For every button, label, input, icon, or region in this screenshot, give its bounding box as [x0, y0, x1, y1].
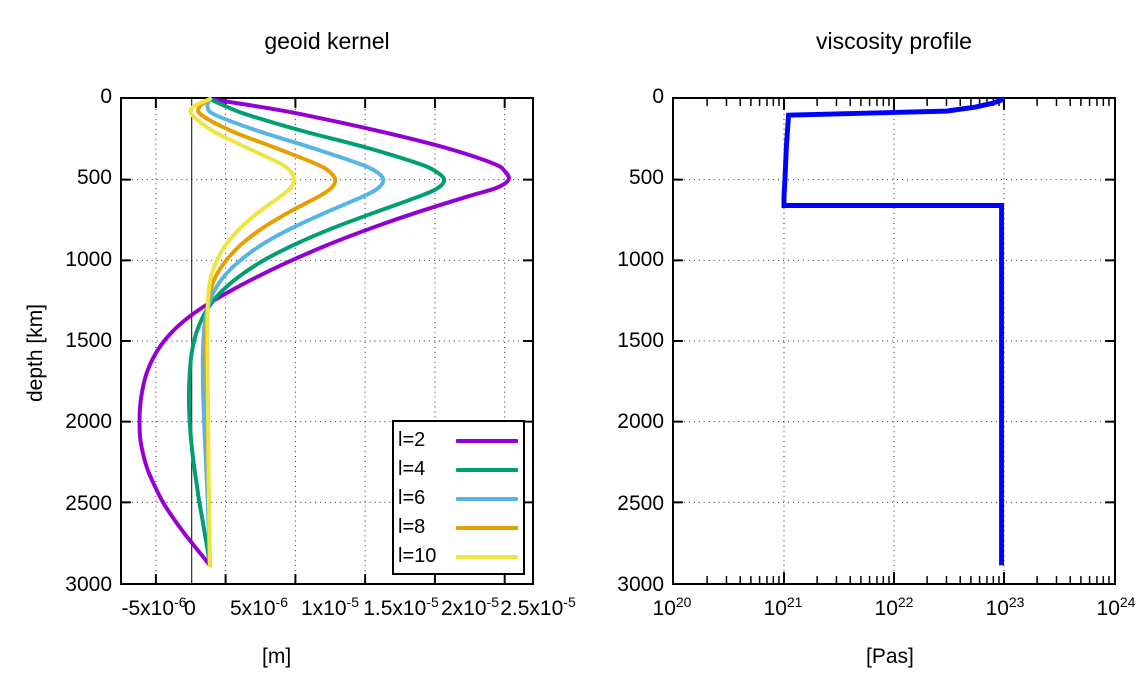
ytick-label-right-0: 0 [652, 85, 664, 108]
curve-l10 [188, 97, 297, 568]
viscosity-line [781, 96, 1005, 566]
legend-swatch-l2 [456, 438, 518, 443]
legend: l=2 l=4 l=6 l=8 l=10 [392, 420, 525, 575]
ytick-label-right-1000: 1000 [617, 248, 664, 271]
xtick-base: 2.5x10 [500, 597, 564, 620]
log-minor-tick-marks [706, 99, 1110, 583]
xtick-label-left-6: 2.5x10-5 [500, 594, 576, 621]
geoid-kernel-curves [137, 97, 511, 568]
viscosity-profile-plot-frame [672, 96, 1116, 585]
xtick-base: 2x10 [441, 597, 487, 620]
ytick-label-left-500: 500 [76, 166, 112, 189]
xtick-base: 10 [985, 597, 1009, 620]
legend-item-l6: l=6 [394, 484, 523, 513]
xtick-exp: -5 [426, 594, 439, 610]
xtick-label-left-5: 2x10-5 [441, 594, 499, 621]
legend-swatch-l10 [456, 554, 518, 559]
ytick-label-left-2000: 2000 [65, 410, 112, 433]
ytick-label-left-1000: 1000 [65, 248, 112, 271]
legend-label: l=2 [398, 429, 426, 451]
ytick-label-left-0: 0 [100, 85, 112, 108]
axis-tick-marks [122, 99, 532, 583]
xtick-base: 10 [763, 597, 787, 620]
viscosity-curve [781, 96, 1005, 566]
xtick-base: 10 [652, 597, 676, 620]
xtick-label-left-1: 0 [184, 597, 196, 621]
xtick-base: 10 [874, 597, 898, 620]
xtick-exp: 24 [1119, 594, 1136, 610]
curve-l2 [137, 97, 511, 568]
ytick-label-right-3000: 3000 [617, 573, 664, 596]
ytick-label-left-2500: 2500 [65, 492, 112, 515]
legend-item-l10: l=10 [394, 542, 523, 571]
legend-label: l=8 [398, 516, 426, 538]
xtick-base: 10 [1096, 597, 1120, 620]
left-y-axis-label: depth [km] [24, 303, 47, 403]
left-panel-title: geoid kernel [264, 28, 390, 54]
xtick-exp: -5 [346, 594, 359, 610]
xtick-label-left-4: 1.5x10-5 [363, 594, 439, 621]
xtick-label-right-0: 1020 [652, 594, 692, 621]
xtick-exp: 22 [897, 594, 914, 610]
legend-item-l2: l=2 [394, 426, 523, 455]
left-x-axis-label: [m] [262, 645, 292, 668]
xtick-base: 0 [184, 597, 196, 620]
xtick-label-right-4: 1024 [1096, 594, 1136, 621]
right-x-axis-label: [Pas] [866, 645, 914, 668]
xtick-exp: 21 [786, 594, 803, 610]
xtick-label-right-3: 1023 [985, 594, 1025, 621]
xtick-label-right-2: 1022 [874, 594, 914, 621]
ytick-label-right-500: 500 [628, 166, 664, 189]
ytick-label-right-2500: 2500 [617, 492, 664, 515]
curve-l8 [195, 97, 338, 568]
legend-label: l=4 [398, 458, 426, 480]
legend-item-l4: l=4 [394, 455, 523, 484]
vertical-gridlines [783, 99, 1005, 583]
xtick-label-left-3: 1x10-5 [301, 594, 359, 621]
geoid-kernel-plot-frame [120, 97, 534, 585]
axis-tick-marks [674, 99, 1114, 583]
xtick-label-left-0: -5x10-6 [121, 594, 187, 621]
right-panel-title: viscosity profile [816, 28, 972, 54]
legend-label: l=6 [398, 487, 426, 509]
legend-swatch-l4 [456, 467, 518, 472]
xtick-exp: -6 [275, 594, 288, 610]
ytick-label-right-2000: 2000 [617, 410, 664, 433]
legend-swatch-l8 [456, 525, 518, 530]
ytick-label-left-1500: 1500 [65, 329, 112, 352]
ytick-label-right-1500: 1500 [617, 329, 664, 352]
ytick-label-left-3000: 3000 [65, 573, 112, 596]
xtick-label-right-1: 1021 [763, 594, 803, 621]
xtick-exp: -6 [174, 594, 187, 610]
xtick-base: 1x10 [301, 597, 347, 620]
legend-label: l=10 [398, 545, 437, 567]
xtick-exp: 23 [1008, 594, 1025, 610]
xtick-exp: -5 [563, 594, 576, 610]
xtick-base: 5x10 [230, 597, 276, 620]
viscosity-profile-plot-area [674, 96, 1114, 583]
xtick-base: -5x10 [121, 597, 175, 620]
legend-item-l8: l=8 [394, 513, 523, 542]
xtick-exp: 20 [675, 594, 692, 610]
xtick-label-left-2: 5x10-6 [230, 594, 288, 621]
curve-l6 [200, 97, 386, 568]
legend-swatch-l6 [456, 496, 518, 501]
xtick-exp: -5 [486, 594, 499, 610]
xtick-base: 1.5x10 [363, 597, 427, 620]
